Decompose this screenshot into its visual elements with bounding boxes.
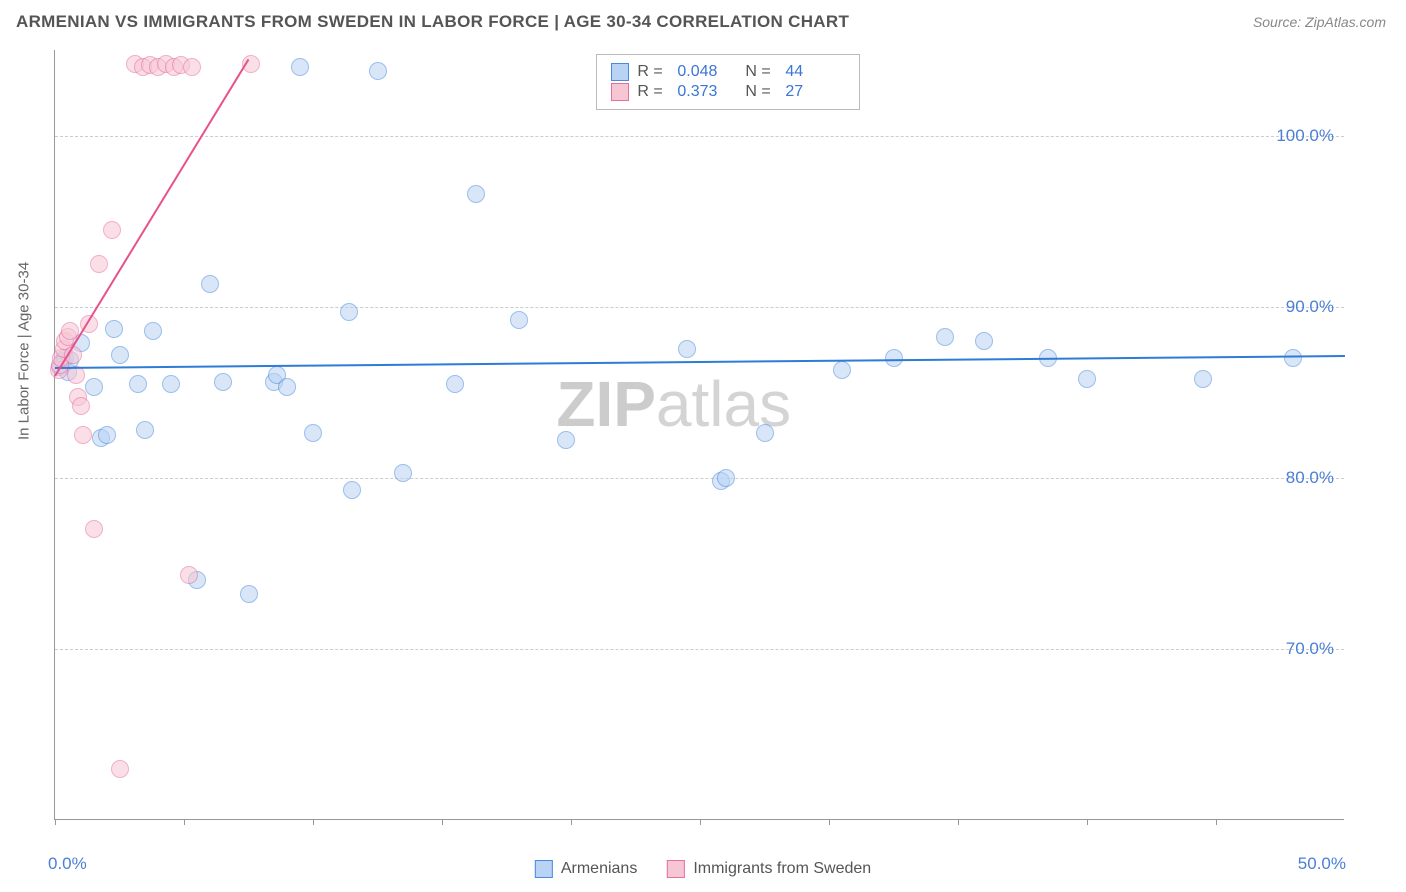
- x-tick: [700, 819, 701, 825]
- x-tick: [1087, 819, 1088, 825]
- scatter-point: [936, 328, 954, 346]
- legend-swatch: [611, 63, 629, 81]
- legend-r-label: R =: [637, 63, 669, 81]
- scatter-point: [343, 481, 361, 499]
- x-tick: [829, 819, 830, 825]
- legend-r-label: R =: [637, 83, 669, 101]
- scatter-point: [756, 424, 774, 442]
- legend-n-label: N =: [745, 63, 777, 81]
- scatter-point: [74, 426, 92, 444]
- legend-label: Armenians: [561, 860, 637, 878]
- scatter-point: [129, 375, 147, 393]
- scatter-point: [557, 431, 575, 449]
- source-label: Source: ZipAtlas.com: [1253, 14, 1386, 30]
- legend-swatch: [535, 860, 553, 878]
- x-tick: [55, 819, 56, 825]
- y-tick-label: 80.0%: [1286, 468, 1334, 488]
- x-tick: [313, 819, 314, 825]
- scatter-point: [201, 275, 219, 293]
- legend-series: Armenians Immigrants from Sweden: [535, 860, 871, 878]
- scatter-point: [111, 346, 129, 364]
- legend-n-value: 27: [785, 83, 845, 101]
- scatter-point: [510, 311, 528, 329]
- plot-area: ZIPatlas R =0.048N =44R =0.373N =27 70.0…: [54, 50, 1344, 820]
- legend-n-value: 44: [785, 63, 845, 81]
- scatter-point: [103, 221, 121, 239]
- gridline: [55, 649, 1344, 650]
- trendline: [55, 355, 1345, 369]
- scatter-point: [85, 520, 103, 538]
- scatter-point: [85, 378, 103, 396]
- legend-r-value: 0.048: [677, 63, 737, 81]
- legend-n-label: N =: [745, 83, 777, 101]
- scatter-point: [1284, 349, 1302, 367]
- scatter-point: [111, 760, 129, 778]
- scatter-point: [833, 361, 851, 379]
- x-tick: [571, 819, 572, 825]
- gridline: [55, 136, 1344, 137]
- scatter-point: [340, 303, 358, 321]
- x-axis-max-label: 50.0%: [1298, 854, 1346, 874]
- scatter-point: [72, 397, 90, 415]
- scatter-point: [394, 464, 412, 482]
- scatter-point: [144, 322, 162, 340]
- scatter-point: [717, 469, 735, 487]
- scatter-point: [291, 58, 309, 76]
- scatter-point: [183, 58, 201, 76]
- y-tick-label: 100.0%: [1276, 126, 1334, 146]
- scatter-point: [90, 255, 108, 273]
- x-tick: [184, 819, 185, 825]
- y-axis-title: In Labor Force | Age 30-34: [16, 262, 33, 440]
- scatter-point: [98, 426, 116, 444]
- legend-label: Immigrants from Sweden: [693, 860, 871, 878]
- scatter-point: [180, 566, 198, 584]
- gridline: [55, 307, 1344, 308]
- gridline: [55, 478, 1344, 479]
- scatter-point: [105, 320, 123, 338]
- scatter-point: [446, 375, 464, 393]
- scatter-point: [240, 585, 258, 603]
- legend-item: Armenians: [535, 860, 637, 878]
- legend-swatch: [611, 83, 629, 101]
- y-tick-label: 70.0%: [1286, 639, 1334, 659]
- x-tick: [958, 819, 959, 825]
- scatter-point: [304, 424, 322, 442]
- scatter-point: [1078, 370, 1096, 388]
- scatter-point: [369, 62, 387, 80]
- scatter-point: [136, 421, 154, 439]
- x-tick: [442, 819, 443, 825]
- legend-correlation: R = 0.048 N = 44 R = 0.373 N = 27: [596, 54, 860, 110]
- scatter-point: [1194, 370, 1212, 388]
- scatter-point: [162, 375, 180, 393]
- scatter-point: [278, 378, 296, 396]
- scatter-point: [975, 332, 993, 350]
- scatter-point: [678, 340, 696, 358]
- x-tick: [1216, 819, 1217, 825]
- scatter-point: [214, 373, 232, 391]
- y-tick-label: 90.0%: [1286, 297, 1334, 317]
- legend-swatch: [667, 860, 685, 878]
- watermark-bold: ZIP: [556, 368, 656, 440]
- legend-item: Immigrants from Sweden: [667, 860, 871, 878]
- chart-title: ARMENIAN VS IMMIGRANTS FROM SWEDEN IN LA…: [16, 12, 849, 32]
- legend-row: R = 0.373 N = 27: [611, 83, 845, 101]
- legend-row: R = 0.048 N = 44: [611, 63, 845, 81]
- scatter-point: [885, 349, 903, 367]
- scatter-point: [467, 185, 485, 203]
- legend-r-value: 0.373: [677, 83, 737, 101]
- x-axis-min-label: 0.0%: [48, 854, 87, 874]
